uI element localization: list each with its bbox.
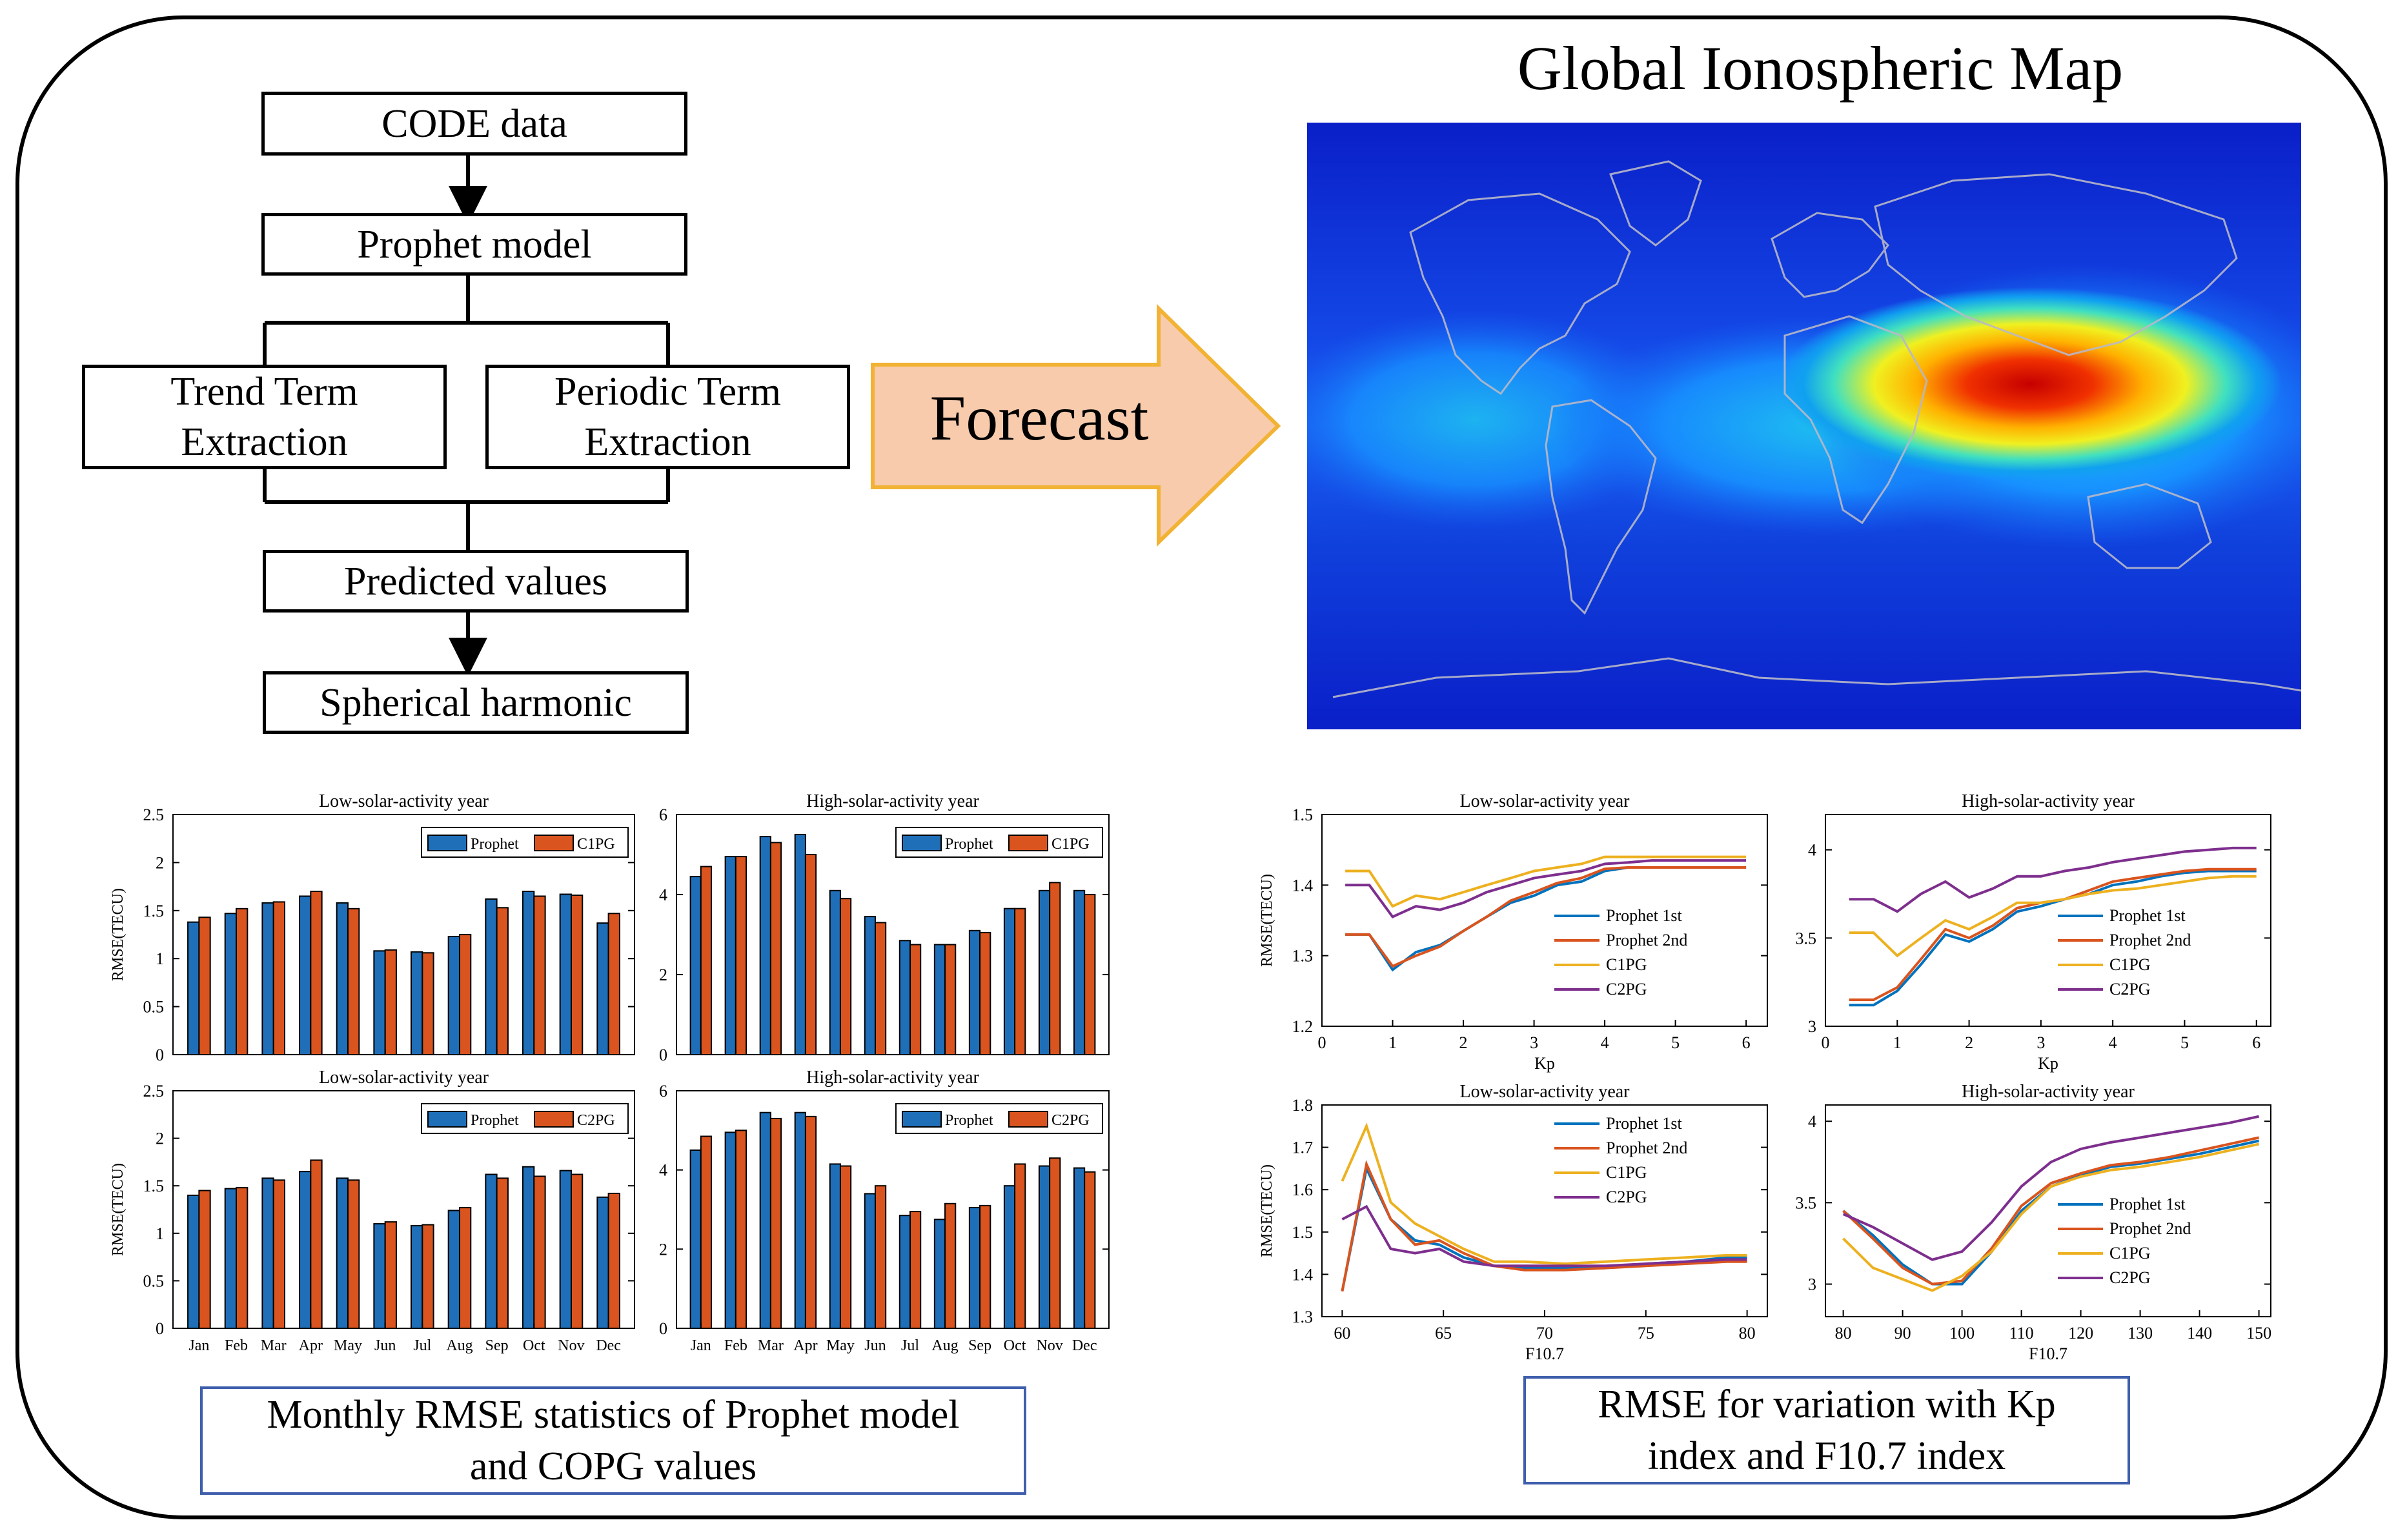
caption-kp-f107: RMSE for variation with Kp index and F10… bbox=[1523, 1376, 2130, 1484]
africa-outline bbox=[1783, 315, 1928, 525]
box-trend-term: Trend Term Extraction bbox=[82, 365, 447, 469]
map-title: Global Ionospheric Map bbox=[1517, 34, 2124, 103]
tec-peak bbox=[1778, 287, 2282, 481]
continent-outlines bbox=[1332, 160, 2301, 698]
europe-outline bbox=[1771, 212, 1889, 298]
box-spherical-harmonic: Spherical harmonic bbox=[263, 671, 689, 734]
global-ionospheric-map bbox=[1307, 123, 2301, 729]
box-prophet-model: Prophet model bbox=[261, 213, 687, 276]
caption-monthly-rmse: Monthly RMSE statistics of Prophet model… bbox=[200, 1386, 1026, 1495]
australia-outline bbox=[2087, 483, 2212, 569]
outer-rounded-frame bbox=[15, 15, 2388, 1519]
greenland-outline bbox=[1609, 160, 1702, 247]
antarctica-outline bbox=[1332, 657, 2301, 698]
forecast-label: Forecast bbox=[929, 382, 1149, 454]
box-code-data: CODE data bbox=[261, 92, 687, 156]
south-america-outline bbox=[1545, 399, 1657, 615]
box-predicted-values: Predicted values bbox=[263, 550, 689, 613]
north-america-outline bbox=[1409, 192, 1631, 396]
box-periodic-term: Periodic Term Extraction bbox=[485, 365, 850, 469]
asia-outline bbox=[1874, 173, 2238, 356]
